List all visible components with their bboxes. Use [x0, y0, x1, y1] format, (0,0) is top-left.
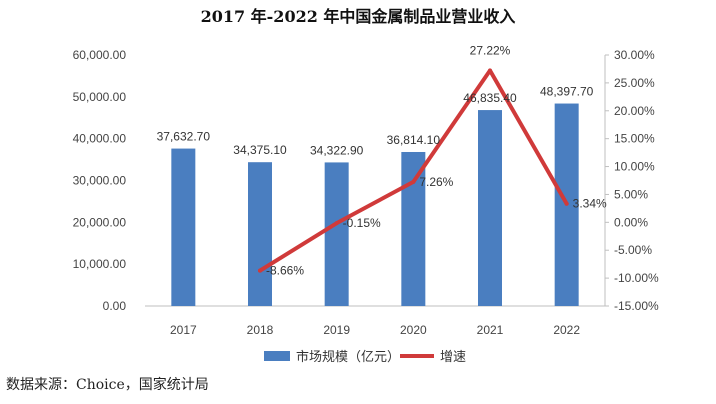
legend-bar-swatch — [264, 351, 290, 361]
axes: 0.00 10,000.00 20,000.00 30,000.00 40,000.00… — [73, 48, 659, 337]
growth-point-2019 — [334, 221, 339, 226]
growth-value-label: -0.15% — [343, 216, 381, 230]
growth-value-label: 3.34% — [573, 197, 607, 211]
y-right-tick-label: 5.00% — [614, 187, 648, 201]
y-left-tick-label: 40,000.00 — [73, 132, 127, 146]
bar-value-label: 34,322.90 — [310, 143, 364, 157]
x-tick-label: 2018 — [247, 323, 274, 337]
y-left-tick-label: 20,000.00 — [73, 215, 127, 229]
bar-value-label: 46,835.40 — [463, 91, 517, 105]
bar-2018 — [248, 162, 272, 306]
legend-line-label: 增速 — [440, 350, 466, 365]
bar-2020 — [401, 151, 426, 306]
x-tick-label: 2022 — [553, 323, 580, 337]
source-note: 数据来源：Choice，国家统计局 — [6, 377, 209, 393]
x-tick-label: 2019 — [323, 323, 350, 337]
bar-2019 — [324, 162, 349, 306]
x-tick-label: 2021 — [477, 323, 504, 337]
growth-point-2021 — [488, 68, 492, 73]
chart-title: 2017 年-2022 年中国金属制品业营业收入 — [201, 7, 516, 26]
line-series — [258, 68, 569, 273]
growth-value-label: 27.22% — [470, 44, 511, 58]
growth-value-label: -8.66% — [266, 264, 304, 278]
bar-2021 — [478, 110, 502, 307]
chart: 2017 年-2022 年中国金属制品业营业收入 0.00 10,000.00 20… — [73, 7, 659, 365]
y-right-tick-label: -15.00% — [614, 299, 659, 313]
growth-value-label: 7.26% — [419, 175, 453, 189]
y-right-tick-label: 0.00% — [614, 215, 648, 229]
bar-value-label: 48,397.70 — [540, 85, 594, 99]
y-right-tick-label: -10.00% — [614, 271, 659, 285]
legend-bar-label: 市场规模（亿元） — [296, 349, 400, 365]
bar-value-label: 36,814.10 — [387, 133, 441, 147]
growth-point-2022 — [564, 201, 569, 206]
y-left-tick-label: 50,000.00 — [73, 90, 127, 104]
bar-value-label: 34,375.10 — [233, 143, 287, 157]
y-left-tick-label: 60,000.00 — [73, 48, 127, 62]
y-left-tick-label: 30,000.00 — [73, 174, 127, 188]
y-right-tick-label: 10.00% — [614, 160, 655, 174]
y-right-tick-label: 15.00% — [614, 132, 655, 146]
legend: 市场规模（亿元） 增速 — [264, 349, 466, 365]
bar-value-label: 37,632.70 — [157, 130, 211, 144]
growth-point-2020 — [411, 179, 416, 184]
y-right-tick-label: -5.00% — [614, 243, 652, 257]
data-labels: 37,632.70 34,375.10 34,322.90 36,814.10 46,8… — [157, 44, 607, 278]
bar-series — [171, 103, 579, 307]
x-tick-label: 2020 — [400, 323, 427, 337]
y-left-tick-label: 10,000.00 — [73, 257, 127, 271]
y-left-tick-label: 0.00 — [103, 299, 127, 313]
bar-2017 — [171, 148, 196, 306]
y-right-tick-label: 30.00% — [614, 48, 655, 62]
x-tick-label: 2017 — [170, 323, 197, 337]
growth-point-2018 — [258, 268, 262, 273]
y-right-tick-label: 25.00% — [614, 76, 655, 90]
y-right-tick-label: 20.00% — [614, 104, 655, 118]
